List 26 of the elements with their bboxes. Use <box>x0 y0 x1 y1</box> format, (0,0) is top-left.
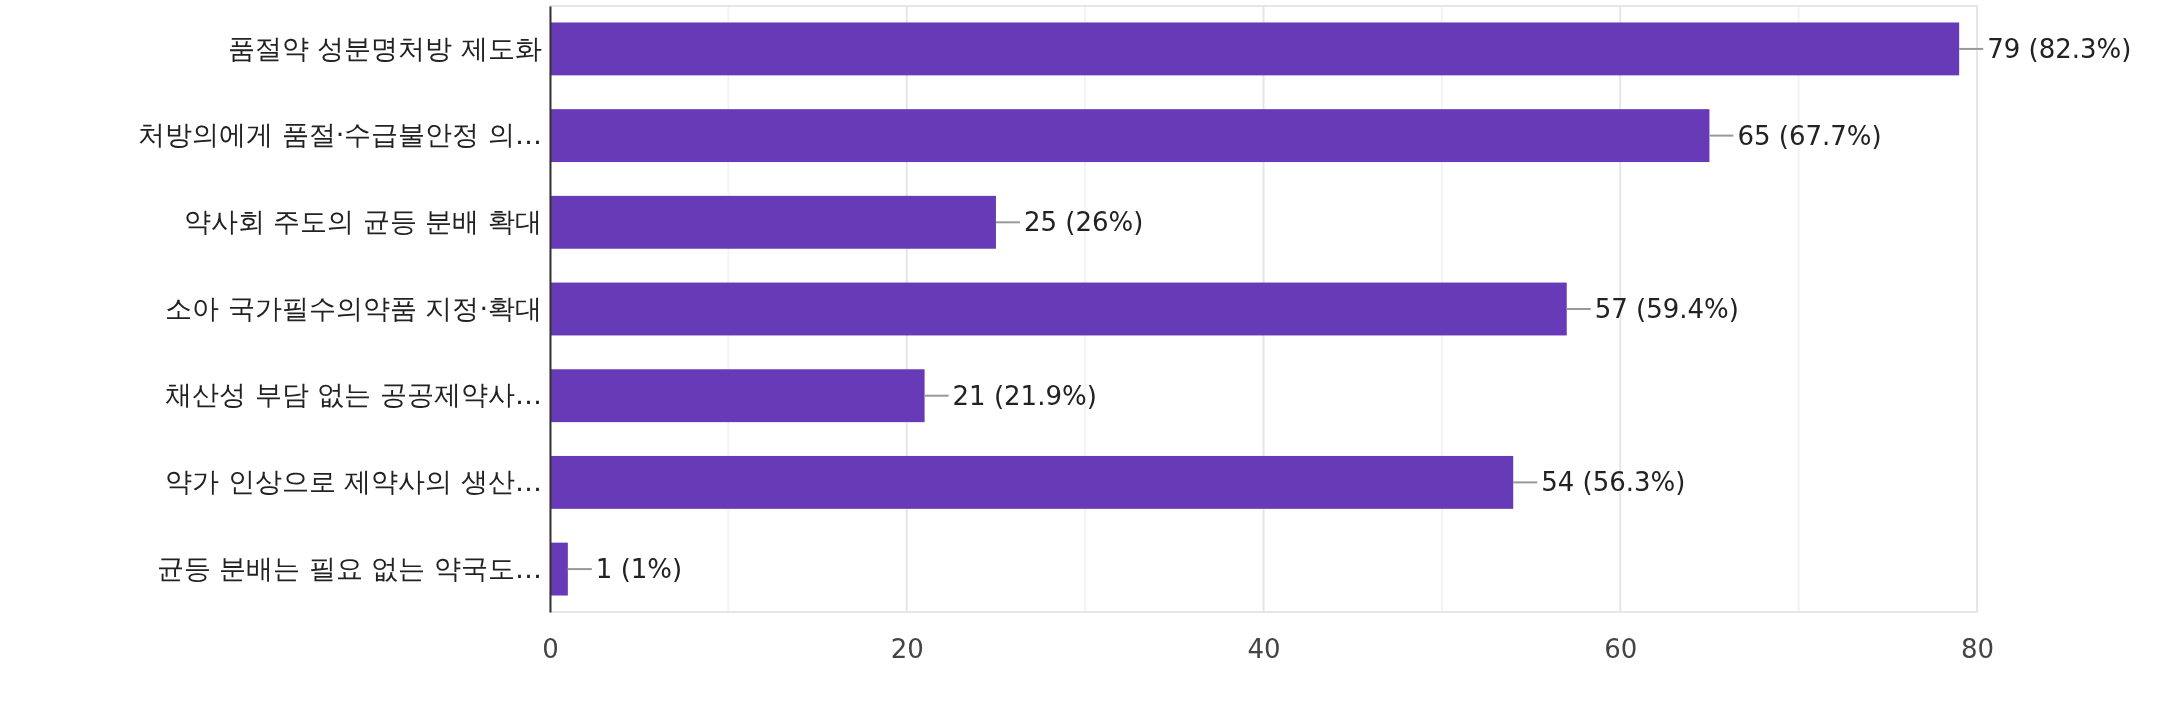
y-tick-label: 소아 국가필수의약품 지정·확대 <box>165 292 542 324</box>
data-label: 65 (67.7%) <box>1737 120 1882 151</box>
bar <box>550 109 1710 163</box>
x-tick-label: 60 <box>1604 634 1638 665</box>
data-label: 1 (1%) <box>595 554 683 585</box>
bar <box>550 195 996 249</box>
y-tick-label: 채산성 부담 없는 공공제약사… <box>165 379 542 411</box>
data-label: 25 (26%) <box>1023 207 1144 238</box>
bar <box>550 542 568 596</box>
x-tick-label: 0 <box>542 634 559 665</box>
y-tick-label: 약가 인상으로 제약사의 생산… <box>165 466 542 498</box>
y-tick-label: 품절약 성분명처방 제도화 <box>227 32 542 64</box>
data-label: 57 (59.4%) <box>1594 294 1739 325</box>
x-tick-label: 20 <box>890 634 924 665</box>
bar <box>550 22 1960 76</box>
bar <box>550 455 1514 509</box>
data-label: 54 (56.3%) <box>1541 467 1686 498</box>
y-tick-label: 균등 분배는 필요 없는 약국도… <box>156 552 542 584</box>
data-label: 21 (21.9%) <box>952 380 1097 411</box>
x-tick-label: 80 <box>1960 634 1995 665</box>
y-tick-label: 처방의에게 품절·수급불안정 의… <box>138 119 542 151</box>
y-tick-label: 약사회 주도의 균등 분배 확대 <box>183 205 542 237</box>
bar <box>550 282 1567 336</box>
data-label: 79 (82.3%) <box>1987 34 2132 65</box>
x-tick-label: 40 <box>1247 634 1281 665</box>
bar <box>550 369 925 423</box>
